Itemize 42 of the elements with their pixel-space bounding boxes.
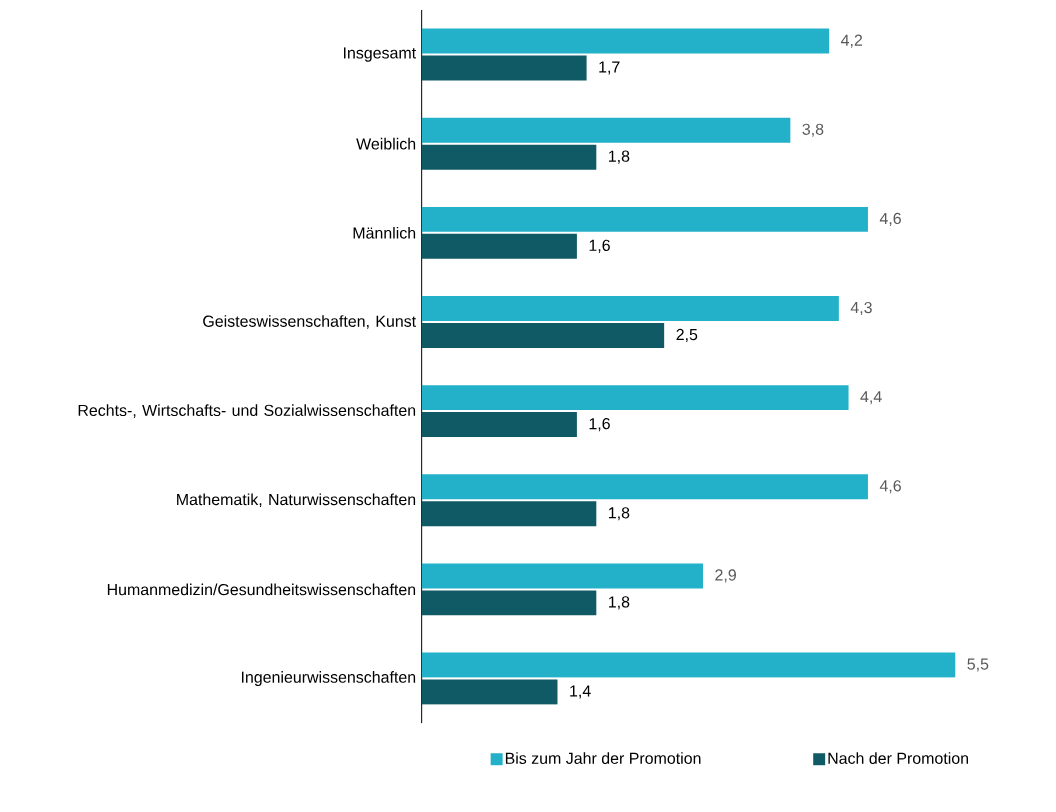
bar <box>421 323 665 348</box>
bar <box>421 474 868 500</box>
data-label: 2,5 <box>676 328 698 343</box>
y-tick-label: Weiblich <box>356 137 416 150</box>
y-tick-label: Humanmedizin/Gesundheitswissenschaften <box>107 583 416 596</box>
bar <box>421 233 577 259</box>
data-label: 4,3 <box>850 301 872 316</box>
bar <box>421 679 558 705</box>
bar <box>421 117 791 143</box>
y-tick-label: Ingenieurwissenschaften <box>241 671 416 687</box>
bar <box>421 652 956 678</box>
legend-label: Nach der Promotion <box>828 752 969 765</box>
data-label: 3,8 <box>802 123 824 137</box>
data-label: 1,6 <box>589 418 610 432</box>
bar <box>421 144 597 170</box>
y-tick-label: Geisteswissenschaften, Kunst <box>203 315 417 329</box>
bar <box>421 296 839 322</box>
data-label: 2,9 <box>715 569 736 583</box>
data-label: 1,8 <box>609 150 630 164</box>
y-tick-label: Rechts-, Wirtschafts- und Sozialwissenschaften <box>78 404 416 418</box>
bar <box>421 28 830 54</box>
data-label: 4,4 <box>860 391 882 405</box>
y-tick-label: Männlich <box>353 227 416 239</box>
data-label: 4,6 <box>879 212 901 227</box>
data-label: 1,8 <box>609 507 630 521</box>
bar <box>421 206 868 232</box>
data-label: 1,8 <box>609 596 630 610</box>
data-label: 1,7 <box>599 61 620 75</box>
data-label: 1,6 <box>589 239 610 253</box>
y-tick-label: Mathematik, Naturwissenschaften <box>177 493 416 508</box>
data-label: 1,4 <box>570 685 591 699</box>
bar <box>421 55 587 81</box>
bar <box>421 412 577 438</box>
y-tick-label: Insgesamt <box>344 47 417 62</box>
data-label: 4,6 <box>879 480 901 494</box>
bar <box>421 501 597 527</box>
bar <box>421 385 849 411</box>
bar <box>421 590 597 616</box>
data-label: 5,5 <box>967 658 989 672</box>
data-label: 4,2 <box>841 34 863 48</box>
bar <box>421 563 704 589</box>
legend-label: Bis zum Jahr der Promotion <box>505 752 701 765</box>
